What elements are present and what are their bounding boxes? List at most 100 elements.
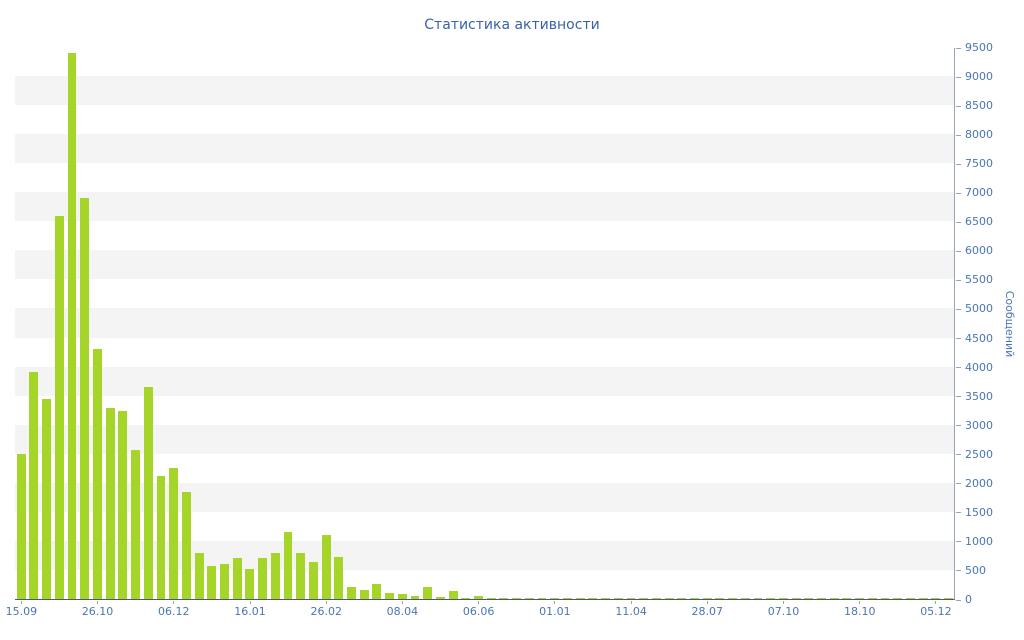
bar [880,597,890,599]
bar [334,557,344,599]
bar [347,586,356,599]
bar [537,597,547,599]
y-tick-label: 6000 [965,244,993,258]
y-tick-mark [956,250,961,252]
bar [54,215,64,599]
bar [791,597,801,599]
bar [664,597,674,599]
x-tick-label: 26.02 [310,605,342,618]
x-tick-mark [859,601,861,604]
bar [105,408,115,599]
y-tick-label: 4000 [965,360,993,374]
bar [893,597,903,599]
x-tick-mark [783,601,784,604]
bar [575,597,585,599]
bar [118,411,128,599]
y-axis: 0 500 1000 1500 2000 2500 3000 3500 4000 4500 5000… [956,41,1024,606]
x-tick-label: 01.01 [539,605,571,618]
chart-title: Статистика активности [424,17,600,33]
bar [92,349,102,599]
grid-band [15,134,954,164]
bar [512,597,522,599]
y-tick-label: 4500 [965,331,993,345]
y-tick-label: 1000 [965,534,993,548]
x-tick-mark [706,601,708,604]
bar [42,398,52,599]
bar [194,552,204,599]
y-tick-label: 9000 [965,70,993,84]
grid-band [15,424,954,454]
y-tick-label: 5500 [965,273,993,287]
y-tick-mark [956,221,961,223]
bar [232,558,242,599]
bar [385,592,395,599]
x-tick-label: 15.09 [5,605,38,618]
bar [931,597,941,599]
x-tick-mark [173,601,175,604]
bar [359,590,369,599]
y-tick-mark [956,134,961,136]
bar [245,568,255,599]
bar [651,597,661,599]
bar [461,597,471,599]
bar [918,597,928,599]
bar [677,597,687,599]
bar [258,558,268,599]
bar [588,597,598,599]
y-tick-mark [956,599,961,601]
grid-band [15,192,954,222]
grid-band [15,250,954,280]
bar [423,586,433,599]
bar [562,597,572,599]
bar [829,597,839,599]
y-tick-label: 3500 [965,389,993,403]
bar [270,553,280,599]
y-tick-label: 0 [965,593,972,606]
x-tick-label: 08.04 [386,605,419,618]
bar [486,597,496,599]
bar [80,198,90,599]
bar [550,597,560,599]
bar [778,597,788,599]
bar [220,563,229,599]
x-tick-label: 07.10 [767,605,800,618]
y-tick-mark [956,76,961,78]
bar [143,386,153,599]
y-tick-label: 7000 [965,186,993,200]
bar [842,597,852,599]
bar [944,597,953,599]
y-tick-label: 6500 [965,215,993,229]
y-axis-title: Сообщений [1003,290,1016,358]
bar [29,372,39,599]
x-tick-label: 06.06 [462,605,495,618]
bar [601,597,610,599]
bar [474,595,483,599]
x-tick-mark [554,601,556,604]
bar [397,593,407,599]
y-tick-mark [956,279,961,281]
y-tick-label: 500 [965,563,986,577]
y-tick-label: 7500 [965,157,993,171]
bar [448,591,458,599]
bar [181,492,191,599]
bar [817,597,826,599]
x-tick-label: 05.12 [920,605,952,618]
y-tick-mark [956,512,961,514]
y-tick-mark [956,163,961,165]
x-tick-mark [20,601,22,604]
y-tick-label: 5000 [965,302,993,316]
y-tick-label: 8500 [965,99,993,113]
y-tick-label: 9500 [965,41,993,54]
y-tick-mark [956,105,961,107]
x-tick-label: 06.12 [158,605,190,618]
bar [296,552,306,599]
bar [702,597,712,599]
bar [804,597,814,599]
bar [753,597,763,599]
bar [283,532,293,599]
bar [67,52,77,599]
bar [372,583,382,599]
y-tick-mark [956,47,961,49]
x-tick-label: 11.04 [615,605,647,618]
bar [16,453,26,599]
